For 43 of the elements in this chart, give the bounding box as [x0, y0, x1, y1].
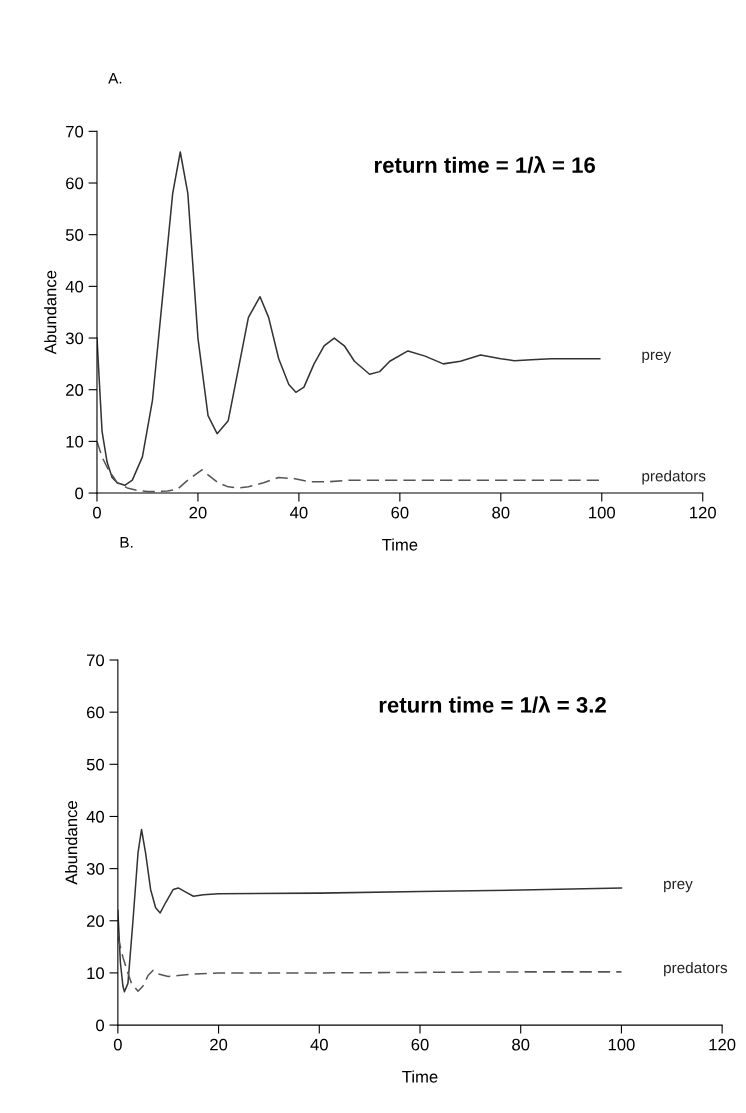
y-tick-label: 50 [65, 229, 84, 241]
x-tick-label: 120 [709, 1038, 736, 1051]
y-tick-label: 20 [86, 915, 105, 927]
text: prey [642, 351, 672, 364]
x-tick-label: 80 [492, 506, 510, 519]
text: predators [664, 961, 728, 977]
x-tick-label: 0 [113, 1038, 122, 1051]
x-tick-label: 100 [589, 506, 616, 519]
y-axis-title: Abundance [44, 270, 57, 355]
y-tick-label: 10 [87, 967, 105, 980]
annotation: return time = 1/λ = 3.2 [379, 695, 606, 714]
y-tick-label: 60 [66, 177, 84, 190]
text: prey [664, 880, 693, 893]
x-tick-label: 60 [411, 1038, 429, 1051]
y-tick-label: 40 [86, 810, 105, 823]
x-tick-label: 20 [189, 506, 207, 519]
y-tick-label: 30 [65, 332, 84, 345]
y-tick-label: 60 [86, 706, 105, 719]
x-axis-title: Time [382, 538, 418, 551]
x-tick-label: 100 [608, 1038, 635, 1051]
y-tick-label: 20 [66, 384, 84, 396]
y-tick-label: 70 [86, 654, 105, 667]
x-tick-label: 40 [310, 1038, 328, 1051]
y-tick-label: 50 [86, 758, 105, 771]
x-axis-title: Time [402, 1070, 438, 1083]
x-tick-label: 120 [690, 506, 716, 519]
annotation: return time = 1/λ = 16 [374, 156, 596, 174]
y-tick-label: 70 [66, 125, 84, 138]
x-tick-label: 60 [391, 506, 409, 519]
y-tick-label: 40 [65, 280, 84, 293]
line-series [96, 151, 601, 487]
y-tick-label: 0 [96, 1019, 105, 1032]
chart-title: A. [108, 72, 122, 84]
x-tick-label: 80 [512, 1038, 530, 1051]
chart-title: B. [120, 537, 133, 548]
x-tick-label: 20 [210, 1038, 228, 1051]
y-tick-label: 10 [66, 435, 84, 448]
line-series [117, 828, 623, 993]
x-tick-label: 40 [290, 506, 308, 519]
y-tick-label: 30 [86, 863, 105, 875]
y-axis-title: Abundance [65, 801, 78, 885]
text: predators [642, 470, 706, 485]
y-tick-label: 0 [75, 487, 84, 500]
